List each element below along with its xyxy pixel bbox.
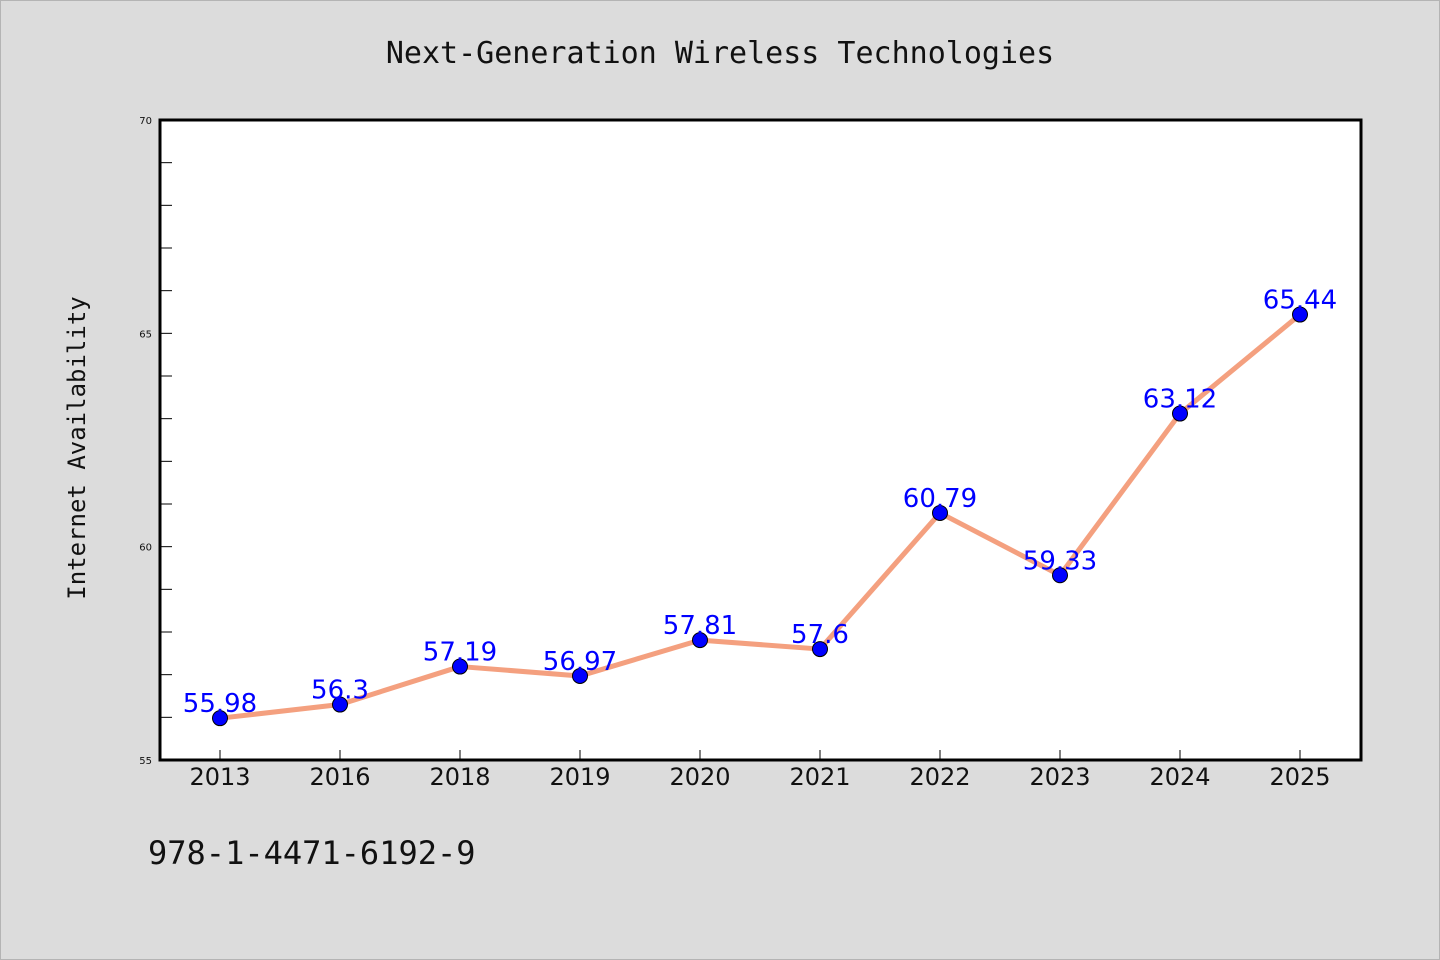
y-tick-label: 55 — [139, 756, 152, 767]
x-tick-label: 2018 — [429, 763, 490, 791]
x-tick-label: 2024 — [1149, 763, 1210, 791]
data-label: 57.81 — [663, 611, 737, 641]
data-point — [1292, 306, 1308, 323]
data-point — [332, 696, 348, 713]
data-labels-layer: 55.98 56.3 57.19 56.97 57.81 57.6 60.79 59.33 63… — [183, 286, 1337, 720]
y-tick-label: 70 — [139, 116, 152, 127]
chart-title: Next-Generation Wireless Technologies — [386, 36, 1054, 71]
data-label: 57.19 — [423, 638, 497, 668]
plot-area — [160, 120, 1361, 760]
data-point — [1172, 405, 1188, 422]
series-layer — [212, 306, 1308, 727]
data-label: 55.98 — [183, 689, 257, 719]
data-point — [692, 632, 708, 649]
data-point — [212, 710, 228, 727]
data-label: 56.97 — [543, 647, 617, 677]
data-label: 65.44 — [1263, 286, 1337, 316]
x-tick-label: 2019 — [549, 763, 610, 791]
x-tick-label: 2023 — [1029, 763, 1090, 791]
x-tick-label: 2020 — [669, 763, 730, 791]
x-tick-label: 2013 — [189, 763, 250, 791]
ticks-layer: 55 60 65 70 2013 2016 2018 2019 2020 2021 2022 2023… — [139, 116, 1330, 791]
data-point — [572, 667, 588, 684]
data-label: 56.3 — [311, 676, 369, 706]
plot-border — [158, 118, 1363, 762]
data-point — [452, 658, 468, 675]
y-tick-label: 60 — [139, 543, 152, 554]
y-axis-label: Internet Availability — [63, 296, 91, 599]
data-label: 63.12 — [1143, 385, 1217, 415]
data-label: 57.6 — [791, 620, 849, 650]
data-point — [812, 641, 828, 658]
data-point — [1052, 567, 1068, 584]
data-label: 59.33 — [1023, 546, 1097, 576]
x-tick-label: 2021 — [789, 763, 850, 791]
x-tick-label: 2025 — [1269, 763, 1330, 791]
y-tick-label: 65 — [139, 329, 152, 340]
x-tick-label: 2022 — [909, 763, 970, 791]
series-line — [217, 312, 1303, 721]
data-label: 60.79 — [903, 484, 977, 514]
data-point — [932, 504, 948, 521]
isbn-text: 978-1-4471-6192-9 — [148, 834, 476, 872]
x-tick-label: 2016 — [309, 763, 370, 791]
